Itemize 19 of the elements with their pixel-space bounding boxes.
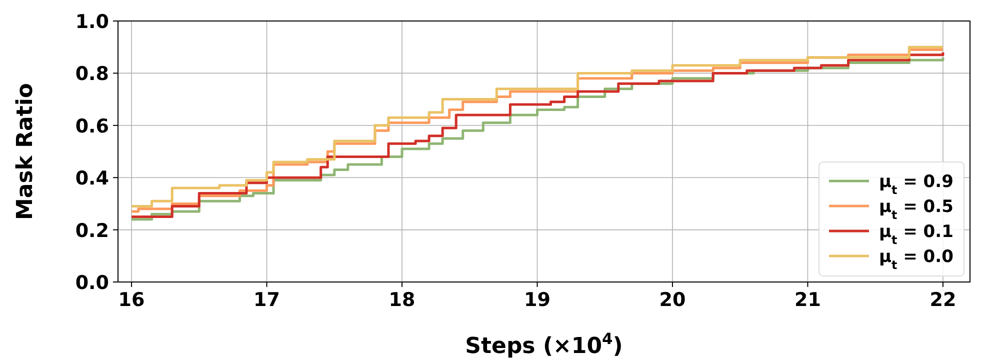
- legend-label: μ$_{t}$ = 0.0: [879, 247, 954, 272]
- x-tick-label: 17: [254, 289, 280, 311]
- legend-label: μ$_{t}$ = 0.5: [879, 197, 954, 222]
- x-tick-label: 19: [524, 289, 550, 311]
- y-tick-label: 1.0: [75, 11, 109, 33]
- y-axis-title: Mask Ratio: [13, 82, 38, 220]
- y-tick-label: 0.4: [75, 168, 109, 190]
- x-tick-label: 20: [659, 289, 686, 311]
- legend-label: μ$_{t}$ = 0.9: [879, 172, 954, 197]
- legend-label: μ$_{t}$ = 0.1: [879, 222, 954, 247]
- x-tick-label: 18: [388, 289, 416, 311]
- y-tick-label: 0.0: [75, 272, 109, 294]
- y-tick-label: 0.2: [75, 220, 109, 242]
- x-tick-label: 22: [930, 289, 956, 311]
- x-axis-title: Steps (×10$^{4}$): [465, 330, 623, 359]
- y-tick-label: 0.6: [75, 115, 109, 138]
- x-tick-label: 21: [794, 289, 821, 311]
- x-tick-label: 16: [118, 289, 145, 311]
- y-tick-label: 0.8: [75, 63, 109, 86]
